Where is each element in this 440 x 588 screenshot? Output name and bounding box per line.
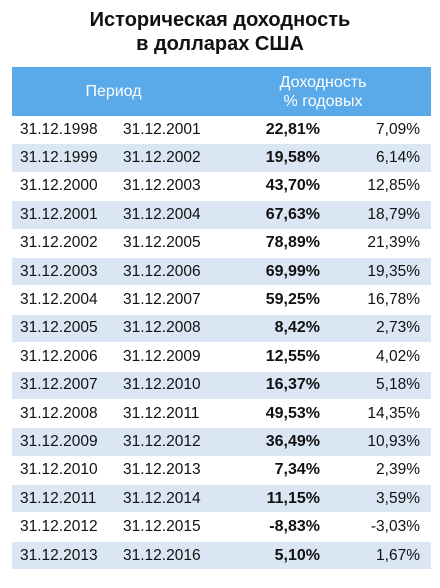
- table-body: 31.12.1998 31.12.2001 22,81% 7,09% 31.12.199…: [12, 116, 431, 571]
- total-yield: 67,63%: [265, 205, 320, 223]
- end-date: 31.12.2009: [123, 347, 201, 365]
- end-date: 31.12.2013: [123, 461, 201, 479]
- end-date: 31.12.2014: [123, 489, 201, 507]
- end-date: 31.12.2016: [123, 546, 201, 564]
- annual-yield: 7,09%: [376, 120, 420, 138]
- end-date: 31.12.2007: [123, 291, 201, 309]
- table-row: 31.12.2009 31.12.2012 36,49% 10,93%: [12, 428, 431, 457]
- table-row: 31.12.2011 31.12.2014 11,15% 3,59%: [12, 485, 431, 514]
- annual-yield: 21,39%: [367, 234, 420, 252]
- total-yield: 16,37%: [265, 376, 320, 394]
- header-yield-line-2: % годовых: [283, 92, 363, 110]
- table-row: 31.12.2003 31.12.2006 69,99% 19,35%: [12, 257, 431, 287]
- start-date: 31.12.2002: [20, 234, 98, 252]
- page-title: Историческая доходность в долларах США: [0, 0, 440, 56]
- table-row: 31.12.2000 31.12.2003 43,70% 12,85%: [12, 173, 431, 202]
- total-yield: 8,42%: [274, 319, 320, 337]
- annual-yield: 16,78%: [367, 291, 420, 309]
- table-row: 31.12.2004 31.12.2007 59,25% 16,78%: [12, 286, 431, 315]
- table-row: 31.12.2007 31.12.2010 16,37% 5,18%: [12, 371, 431, 400]
- end-date: 31.12.2015: [123, 518, 201, 536]
- total-yield: 7,34%: [274, 461, 320, 479]
- total-yield: 43,70%: [265, 177, 320, 195]
- yield-table: Период Доходность % годовых 31.12.1998 31…: [12, 67, 431, 571]
- end-date: 31.12.2011: [123, 404, 200, 422]
- start-date: 31.12.2001: [20, 205, 98, 223]
- total-yield: 78,89%: [265, 234, 320, 252]
- start-date: 31.12.2000: [20, 177, 98, 195]
- table-row: 31.12.1999 31.12.2002 19,58% 6,14%: [12, 144, 431, 173]
- start-date: 31.12.2012: [20, 518, 98, 536]
- end-date: 31.12.2012: [123, 432, 201, 450]
- end-date: 31.12.2004: [123, 205, 201, 223]
- annual-yield: 2,39%: [376, 461, 420, 479]
- start-date: 31.12.2009: [20, 432, 98, 450]
- total-yield: 19,58%: [265, 149, 320, 167]
- end-date: 31.12.2001: [123, 120, 201, 138]
- annual-yield: 5,18%: [376, 376, 420, 394]
- start-date: 31.12.2003: [20, 262, 98, 280]
- total-yield: 5,10%: [274, 546, 320, 564]
- table-row: 31.12.2001 31.12.2004 67,63% 18,79%: [12, 201, 431, 230]
- annual-yield: 19,35%: [367, 262, 420, 280]
- start-date: 31.12.2004: [20, 291, 98, 309]
- total-yield: 22,81%: [265, 120, 320, 138]
- title-line-1: Историческая доходность: [89, 9, 351, 31]
- table-row: 31.12.2012 31.12.2015 -8,83% -3,03%: [12, 513, 431, 542]
- title-line-2: в долларах США: [136, 33, 304, 55]
- table-row: 31.12.2013 31.12.2016 5,10% 1,67%: [12, 541, 431, 571]
- annual-yield: 14,35%: [367, 404, 420, 422]
- end-date: 31.12.2008: [123, 319, 201, 337]
- annual-yield: 1,67%: [376, 546, 420, 564]
- total-yield: 36,49%: [265, 432, 320, 450]
- table-row: 31.12.2008 31.12.2011 49,53% 14,35%: [12, 400, 431, 429]
- header-yield: Доходность % годовых: [215, 73, 431, 111]
- end-date: 31.12.2010: [123, 376, 201, 394]
- start-date: 31.12.2006: [20, 347, 98, 365]
- start-date: 31.12.2011: [20, 489, 97, 507]
- header-yield-line-1: Доходность: [279, 73, 367, 91]
- table-row: 31.12.2010 31.12.2013 7,34% 2,39%: [12, 457, 431, 486]
- annual-yield: 12,85%: [367, 177, 420, 195]
- annual-yield: 4,02%: [376, 347, 420, 365]
- total-yield: 49,53%: [265, 404, 320, 422]
- total-yield: 69,99%: [265, 262, 320, 280]
- end-date: 31.12.2005: [123, 234, 201, 252]
- total-yield: 12,55%: [265, 347, 320, 365]
- annual-yield: -3,03%: [370, 518, 420, 536]
- end-date: 31.12.2003: [123, 177, 201, 195]
- total-yield: 59,25%: [265, 291, 320, 309]
- table-row: 31.12.2005 31.12.2008 8,42% 2,73%: [12, 314, 431, 344]
- annual-yield: 6,14%: [376, 149, 420, 167]
- start-date: 31.12.2007: [20, 376, 98, 394]
- start-date: 31.12.2008: [20, 404, 98, 422]
- total-yield: -8,83%: [269, 518, 320, 536]
- annual-yield: 10,93%: [367, 432, 420, 450]
- annual-yield: 3,59%: [376, 489, 420, 507]
- start-date: 31.12.1999: [20, 149, 98, 167]
- header-period: Период: [85, 82, 142, 100]
- annual-yield: 2,73%: [376, 319, 420, 337]
- start-date: 31.12.2005: [20, 319, 98, 337]
- end-date: 31.12.2006: [123, 262, 201, 280]
- start-date: 31.12.2013: [20, 546, 98, 564]
- table-row: 31.12.2006 31.12.2009 12,55% 4,02%: [12, 343, 431, 372]
- total-yield: 11,15%: [266, 489, 320, 507]
- table-row: 31.12.1998 31.12.2001 22,81% 7,09%: [12, 116, 431, 145]
- table-row: 31.12.2002 31.12.2005 78,89% 21,39%: [12, 230, 431, 258]
- table-header: Период Доходность % годовых: [12, 67, 431, 116]
- end-date: 31.12.2002: [123, 149, 201, 167]
- start-date: 31.12.2010: [20, 461, 98, 479]
- start-date: 31.12.1998: [20, 120, 98, 138]
- annual-yield: 18,79%: [367, 205, 420, 223]
